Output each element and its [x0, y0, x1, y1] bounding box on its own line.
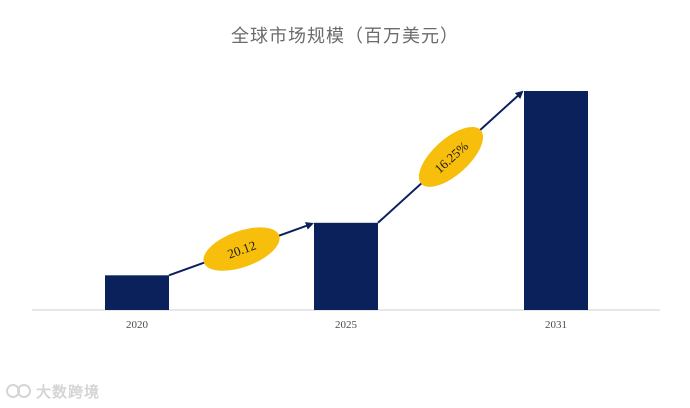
bars-layer [105, 91, 588, 310]
growth-bubble-shape-1 [203, 227, 280, 271]
chart-title: 全球市场规模（百万美元） [231, 26, 459, 47]
logo-icon [6, 384, 31, 398]
bar-2020 [105, 275, 169, 310]
x-tick-label-2020: 2020 [126, 319, 149, 331]
x-tick-labels: 2020 2025 2031 [126, 319, 567, 331]
growth-bubble-shape-2 [418, 126, 484, 187]
bar-2025 [314, 222, 378, 310]
growth-bubble-1: 20.12 [203, 227, 280, 271]
x-tick-label-2031: 2031 [545, 319, 567, 331]
watermark: 大数跨境 [6, 380, 100, 402]
bar-2031 [524, 91, 588, 310]
x-tick-label-2025: 2025 [335, 319, 358, 331]
watermark-text: 大数跨境 [36, 382, 101, 401]
